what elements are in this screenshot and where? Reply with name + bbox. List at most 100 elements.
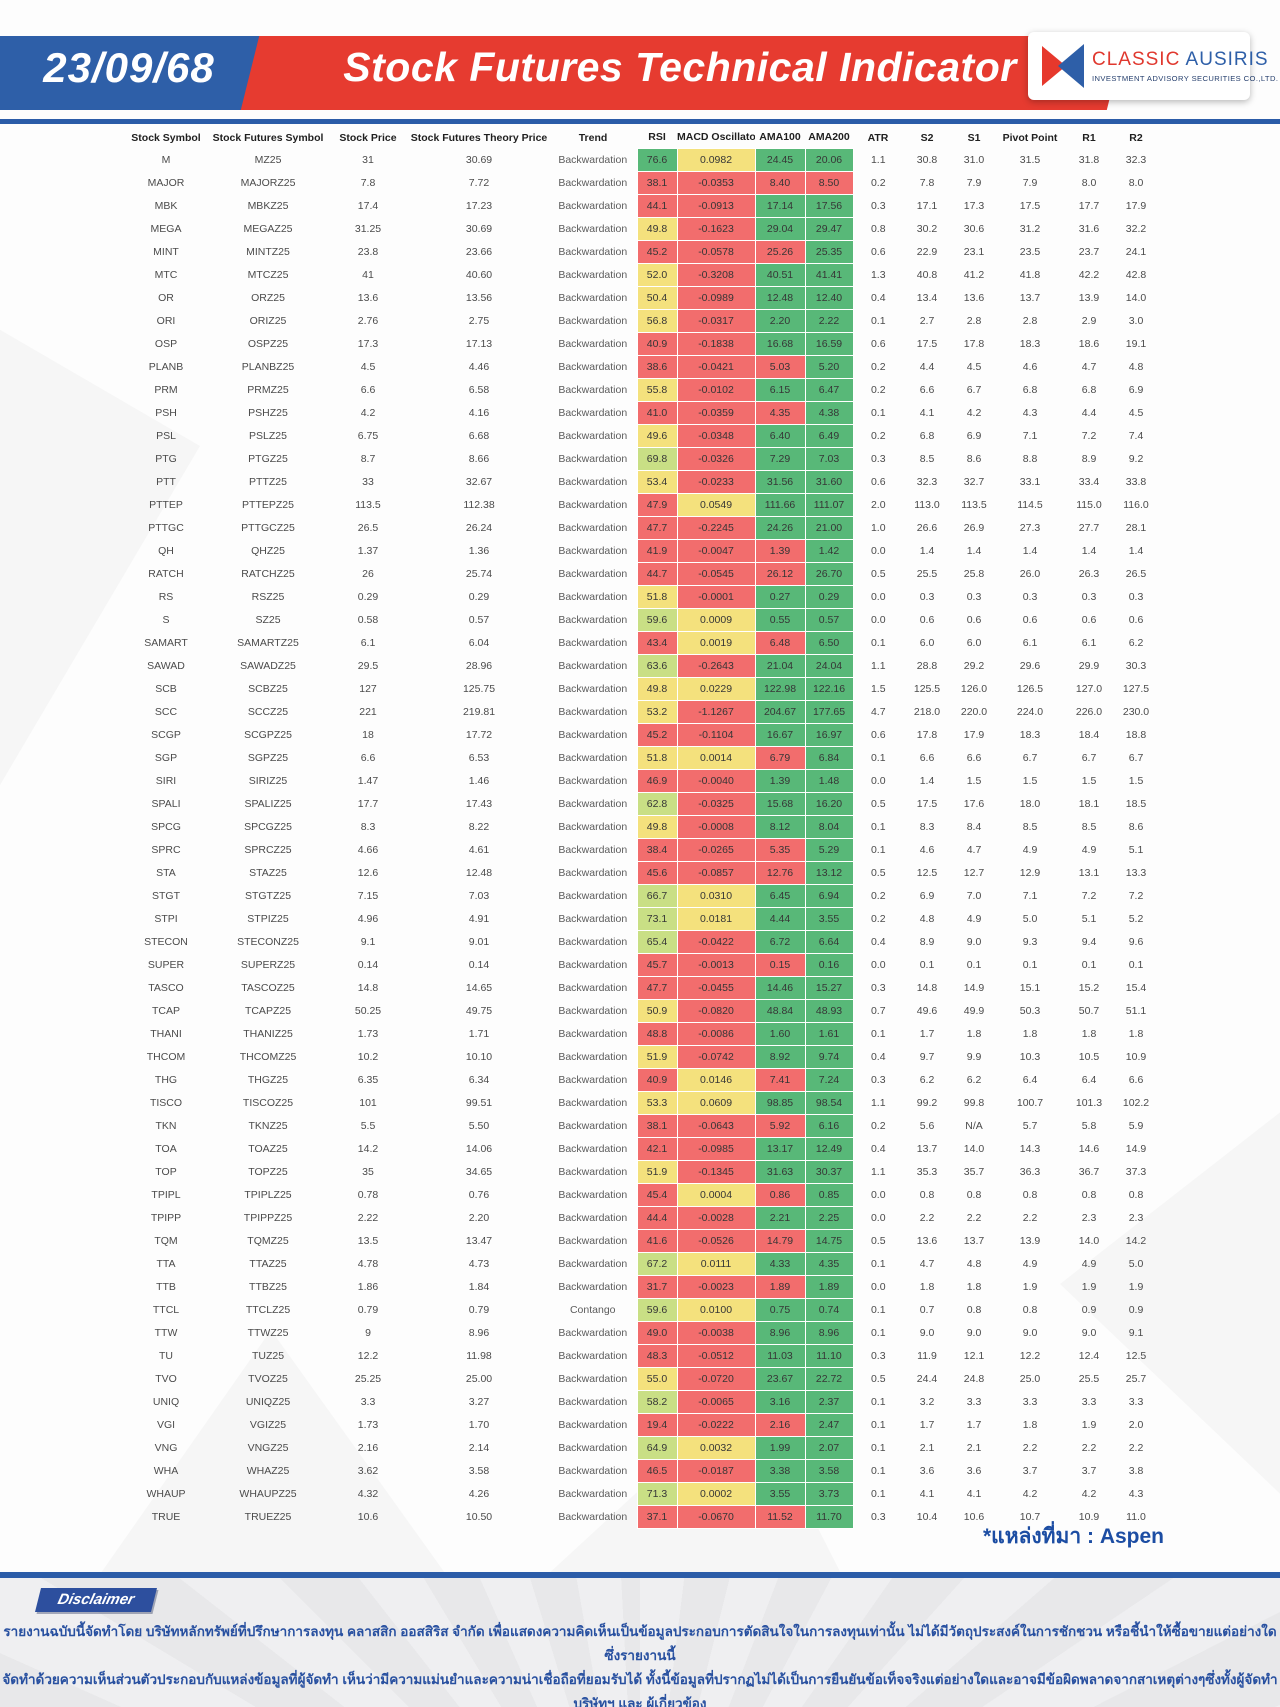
cell-stock-symbol: WHA [153, 1464, 179, 1477]
cell-ama200: 4.35 [804, 1251, 854, 1276]
cell-atr: 0.2 [870, 889, 886, 902]
cell-pivot-point: 13.9 [1019, 1234, 1041, 1247]
cell-ama100: 0.86 [754, 1182, 806, 1207]
cell-s2: 17.1 [916, 199, 938, 212]
cell-r1: 6.1 [1081, 636, 1097, 649]
cell-rsi: 50.4 [636, 285, 678, 310]
cell-ama100: 1.89 [754, 1274, 806, 1299]
cell-s2: 1.7 [919, 1418, 935, 1431]
cell-trend: Backwardation [558, 1510, 628, 1523]
cell-ama100: 24.45 [754, 147, 806, 172]
cell-stock-price: 6.1 [360, 636, 376, 649]
cell-atr: 0.7 [870, 1004, 886, 1017]
cell-futures-symbol: PLANBZ25 [241, 360, 295, 373]
cell-ama200: 2.25 [804, 1205, 854, 1230]
cell-pivot-point: 7.9 [1022, 176, 1038, 189]
company-name: CLASSIC AUSIRIS [1092, 49, 1278, 71]
cell-trend: Backwardation [558, 475, 628, 488]
cell-pivot-point: 10.7 [1019, 1510, 1041, 1523]
cell-r1: 8.5 [1081, 820, 1097, 833]
cell-pivot-point: 9.3 [1022, 935, 1038, 948]
cell-futures-symbol: MTCZ25 [247, 268, 289, 281]
cell-stock-symbol: TQM [154, 1234, 178, 1247]
cell-r2: 37.3 [1125, 1165, 1147, 1178]
cell-pivot-point: 126.5 [1016, 682, 1044, 695]
cell-ama100: 40.51 [754, 262, 806, 287]
cell-r1: 29.9 [1078, 659, 1100, 672]
cell-ama100: 0.15 [754, 952, 806, 977]
cell-stock-symbol: SAMART [144, 636, 188, 649]
cell-trend: Backwardation [558, 1004, 628, 1017]
cell-ama200: 1.48 [804, 768, 854, 793]
cell-macd-oscillator: -0.0001 [676, 584, 756, 609]
cell-macd-oscillator: 0.0609 [676, 1090, 756, 1115]
footer-divider [0, 1572, 1280, 1578]
cell-macd-oscillator: -0.0317 [676, 308, 756, 333]
cell-s2: 1.4 [919, 544, 935, 557]
cell-pivot-point: 1.8 [1022, 1027, 1038, 1040]
cell-stock-price: 10.6 [357, 1510, 379, 1523]
cell-atr: 0.2 [870, 1119, 886, 1132]
cell-atr: 0.5 [870, 797, 886, 810]
cell-s1: 1.7 [966, 1418, 982, 1431]
cell-ama100: 12.48 [754, 285, 806, 310]
cell-theory-price: 125.75 [462, 682, 496, 695]
cell-theory-price: 0.76 [468, 1188, 490, 1201]
cell-stock-symbol: STA [156, 866, 176, 879]
cell-macd-oscillator: -0.0008 [676, 814, 756, 839]
cell-r2: 1.4 [1128, 544, 1144, 557]
cell-stock-symbol: TPIPP [150, 1211, 182, 1224]
cell-futures-symbol: STGTZ25 [244, 889, 292, 902]
cell-futures-symbol: SZ25 [255, 613, 281, 626]
cell-futures-symbol: MZ25 [254, 153, 282, 166]
cell-rsi: 46.5 [636, 1458, 678, 1483]
cell-s1: 0.3 [966, 590, 982, 603]
cell-macd-oscillator: 0.0004 [676, 1182, 756, 1207]
cell-rsi: 71.3 [636, 1481, 678, 1506]
cell-trend: Backwardation [558, 1349, 628, 1362]
cell-pivot-point: 0.8 [1022, 1303, 1038, 1316]
cell-ama100: 2.20 [754, 308, 806, 333]
cell-futures-symbol: TVOZ25 [248, 1372, 288, 1385]
cell-r1: 25.5 [1078, 1372, 1100, 1385]
cell-s2: 3.6 [919, 1464, 935, 1477]
cell-atr: 0.4 [870, 1142, 886, 1155]
cell-trend: Backwardation [558, 268, 628, 281]
table-row: TOA TOAZ25 14.2 14.06 Backwardation 42.1 -0.09… [123, 1136, 1157, 1161]
cell-s2: 8.9 [919, 935, 935, 948]
cell-r2: 5.9 [1128, 1119, 1144, 1132]
cell-theory-price: 6.68 [468, 429, 490, 442]
cell-atr: 0.0 [870, 544, 886, 557]
cell-stock-symbol: THG [154, 1073, 178, 1086]
cell-ama200: 9.74 [804, 1044, 854, 1069]
cell-atr: 0.1 [870, 314, 886, 327]
cell-macd-oscillator: -0.0222 [676, 1412, 756, 1437]
cell-macd-oscillator: -0.0857 [676, 860, 756, 885]
cell-ama200: 11.70 [804, 1504, 854, 1529]
cell-futures-symbol: MEGAZ25 [243, 222, 293, 235]
table-row: TASCO TASCOZ25 14.8 14.65 Backwardation 47.7-… [123, 975, 1157, 1000]
table-row: MEGA MEGAZ25 31.25 30.69 Backwardation 49.8 -0… [123, 216, 1157, 241]
cell-s2: 5.6 [919, 1119, 935, 1132]
cell-trend: Backwardation [558, 544, 628, 557]
cell-trend: Backwardation [558, 1188, 628, 1201]
cell-atr: 0.6 [870, 475, 886, 488]
cell-atr: 4.7 [870, 705, 886, 718]
cell-ama200: 8.96 [804, 1320, 854, 1345]
cell-futures-symbol: PRMZ25 [247, 383, 289, 396]
cell-r2: 9.1 [1128, 1326, 1144, 1339]
cell-stock-price: 113.5 [355, 498, 381, 511]
cell-r1: 18.1 [1078, 797, 1100, 810]
cell-macd-oscillator: 0.0019 [676, 630, 756, 655]
cell-ama200: 98.54 [804, 1090, 854, 1115]
cell-r1: 1.9 [1081, 1280, 1097, 1293]
cell-s2: 1.7 [919, 1027, 935, 1040]
cell-rsi: 38.4 [636, 837, 678, 862]
cell-rsi: 41.9 [636, 538, 678, 563]
cell-s1: 4.5 [966, 360, 982, 373]
cell-stock-symbol: PTTEP [149, 498, 183, 511]
cell-pivot-point: 7.1 [1022, 889, 1038, 902]
cell-macd-oscillator: -0.0187 [676, 1458, 756, 1483]
table-row: OR ORZ25 13.6 13.56 Backwardation 50.4 -0.0989… [123, 285, 1157, 310]
cell-macd-oscillator: -0.1345 [676, 1159, 756, 1184]
